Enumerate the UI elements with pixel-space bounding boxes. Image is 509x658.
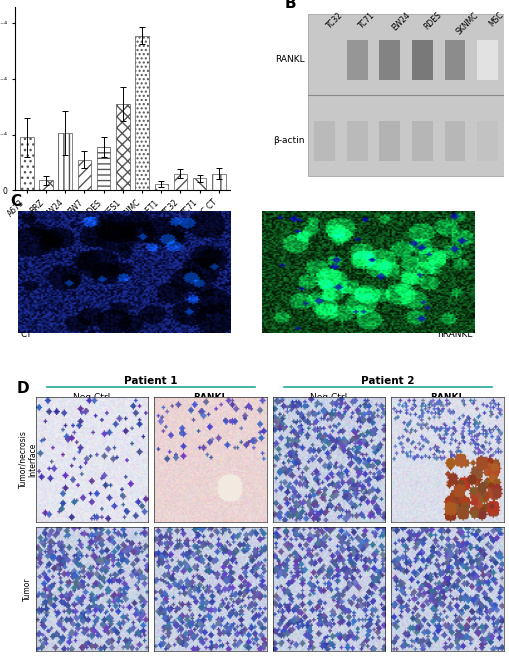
Bar: [212, 174, 225, 190]
Text: EW24: EW24: [390, 11, 412, 32]
Text: RDES: RDES: [422, 11, 443, 32]
Bar: [39, 180, 53, 190]
Text: Patient 2: Patient 2: [361, 376, 415, 386]
Text: Neg Ctrl: Neg Ctrl: [310, 393, 348, 401]
Text: Neg Ctrl: Neg Ctrl: [73, 393, 110, 401]
Text: TC32: TC32: [325, 11, 345, 30]
Text: β-actin: β-actin: [273, 136, 304, 145]
Bar: [379, 39, 400, 80]
Bar: [155, 184, 168, 190]
Bar: [20, 138, 34, 190]
Bar: [347, 120, 367, 161]
Bar: [193, 178, 206, 190]
Bar: [477, 120, 498, 161]
Bar: [97, 147, 110, 190]
Text: RANKL: RANKL: [275, 55, 304, 64]
Text: Patient 1: Patient 1: [125, 376, 178, 386]
Bar: [78, 160, 91, 190]
Bar: [174, 174, 187, 190]
Bar: [116, 104, 129, 190]
Text: MSC: MSC: [488, 11, 506, 28]
Bar: [308, 14, 504, 176]
Bar: [412, 39, 433, 80]
Bar: [379, 120, 400, 161]
Text: B: B: [285, 0, 297, 11]
Text: Tumor/necrosis
Interface: Tumor/necrosis Interface: [18, 430, 38, 488]
Bar: [314, 120, 335, 161]
Bar: [444, 39, 465, 80]
Text: D: D: [17, 381, 30, 396]
Bar: [347, 39, 367, 80]
Text: CT: CT: [20, 330, 32, 339]
Text: Tumor: Tumor: [23, 577, 32, 601]
Bar: [59, 133, 72, 190]
Text: TC71: TC71: [357, 11, 377, 30]
Text: hRANKL: hRANKL: [437, 330, 472, 339]
Text: RANKL: RANKL: [430, 393, 465, 401]
Bar: [444, 120, 465, 161]
Text: RANKL: RANKL: [193, 393, 228, 401]
Bar: [135, 36, 149, 190]
Text: C: C: [10, 194, 21, 209]
Bar: [412, 120, 433, 161]
Bar: [477, 39, 498, 80]
Text: SKNMC: SKNMC: [455, 11, 480, 36]
